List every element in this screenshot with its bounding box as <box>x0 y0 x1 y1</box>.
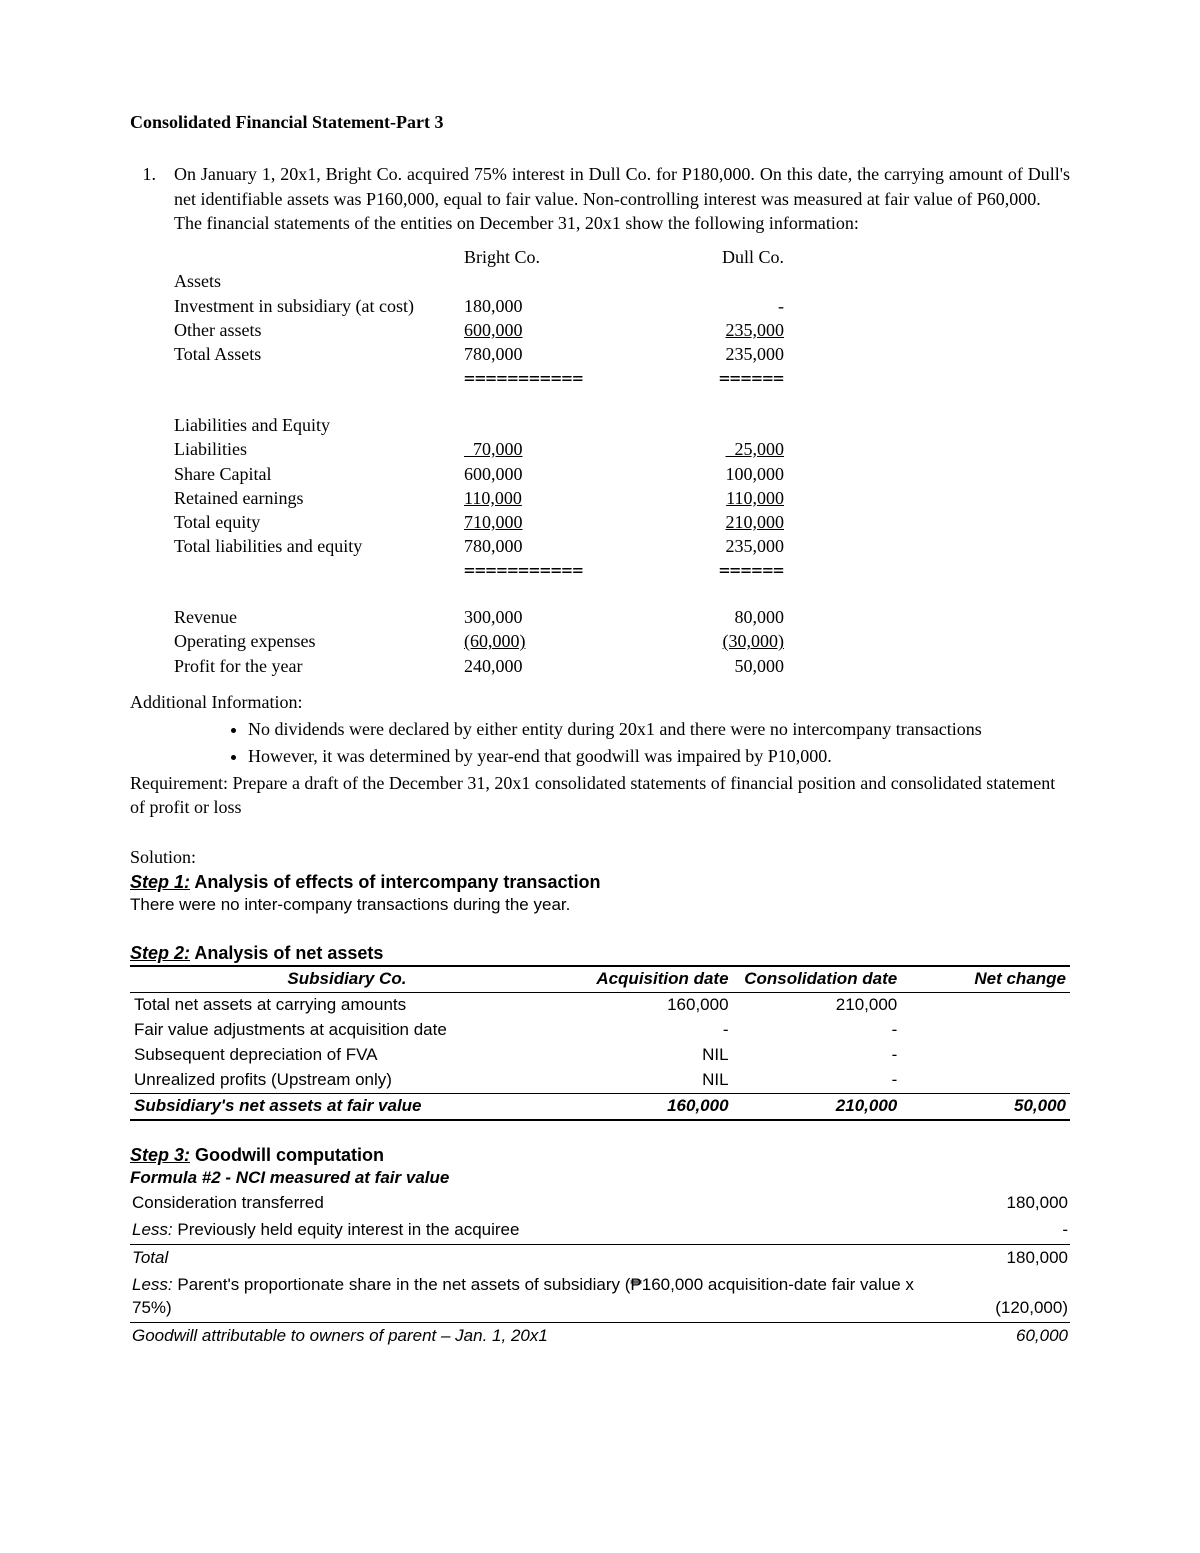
double-rule: =========== <box>464 559 634 583</box>
page-title: Consolidated Financial Statement-Part 3 <box>130 110 1070 134</box>
table-row: Total net assets at carrying amounts 160… <box>130 993 1070 1018</box>
col-bright: Bright Co. <box>464 245 634 269</box>
problem-para-2: The financial statements of the entities… <box>174 211 1070 235</box>
table-row: Retained earnings 110,000 110,000 <box>174 486 1070 510</box>
step-1-text: There were no inter-company transactions… <box>130 894 1070 917</box>
double-rule: ====== <box>634 367 784 391</box>
table-row: Investment in subsidiary (at cost) 180,0… <box>174 294 1070 318</box>
step-3-heading: Step 3: Goodwill computation <box>130 1143 1070 1167</box>
table-row: Total 180,000 <box>130 1244 1070 1271</box>
requirement: Requirement: Prepare a draft of the Dece… <box>130 771 1070 820</box>
formula-line: Formula #2 - NCI measured at fair value <box>130 1167 1070 1190</box>
additional-info-header: Additional Information: <box>130 690 1070 714</box>
list-item: No dividends were declared by either ent… <box>248 717 1070 741</box>
table-row: Unrealized profits (Upstream only) NIL - <box>130 1068 1070 1093</box>
assets-header: Assets <box>174 269 464 293</box>
table-row: Subsequent depreciation of FVA NIL - <box>130 1043 1070 1068</box>
table-row: Liabilities 70,000 25,000 <box>174 437 1070 461</box>
financial-table: Bright Co. Dull Co. Assets Investment in… <box>174 245 1070 678</box>
table-row-goodwill: Goodwill attributable to owners of paren… <box>130 1322 1070 1349</box>
table-row-total: Subsidiary's net assets at fair value 16… <box>130 1093 1070 1119</box>
problem-number: 1. <box>130 162 174 235</box>
goodwill-table: Consideration transferred 180,000 Less: … <box>130 1190 1070 1350</box>
table-row: Total Assets 780,000 235,000 <box>174 342 1070 366</box>
list-item: However, it was determined by year-end t… <box>248 744 1070 768</box>
net-assets-table: Subsidiary Co. Acquisition date Consolid… <box>130 965 1070 1121</box>
table-row: Total equity 710,000 210,000 <box>174 510 1070 534</box>
solution-header: Solution: <box>130 845 1070 869</box>
table-row: Other assets 600,000 235,000 <box>174 318 1070 342</box>
table-row: Less: Parent's proportionate share in th… <box>130 1272 1070 1322</box>
table-row: Fair value adjustments at acquisition da… <box>130 1018 1070 1043</box>
table-row: Consideration transferred 180,000 <box>130 1190 1070 1217</box>
table-row: Share Capital 600,000 100,000 <box>174 462 1070 486</box>
problem-para-1: On January 1, 20x1, Bright Co. acquired … <box>174 162 1070 211</box>
step-2-heading: Step 2: Analysis of net assets <box>130 941 1070 965</box>
table-row: Operating expenses (60,000) (30,000) <box>174 629 1070 653</box>
additional-info-list: No dividends were declared by either ent… <box>230 717 1070 768</box>
double-rule: =========== <box>464 367 634 391</box>
col-dull: Dull Co. <box>634 245 784 269</box>
table-row: Total liabilities and equity 780,000 235… <box>174 534 1070 558</box>
table-row: Profit for the year 240,000 50,000 <box>174 654 1070 678</box>
problem-1: 1. On January 1, 20x1, Bright Co. acquir… <box>130 162 1070 235</box>
table-row: Revenue 300,000 80,000 <box>174 605 1070 629</box>
double-rule: ====== <box>634 559 784 583</box>
liab-header: Liabilities and Equity <box>174 413 464 437</box>
table-row: Less: Previously held equity interest in… <box>130 1217 1070 1244</box>
step-1-heading: Step 1: Analysis of effects of intercomp… <box>130 870 1070 894</box>
